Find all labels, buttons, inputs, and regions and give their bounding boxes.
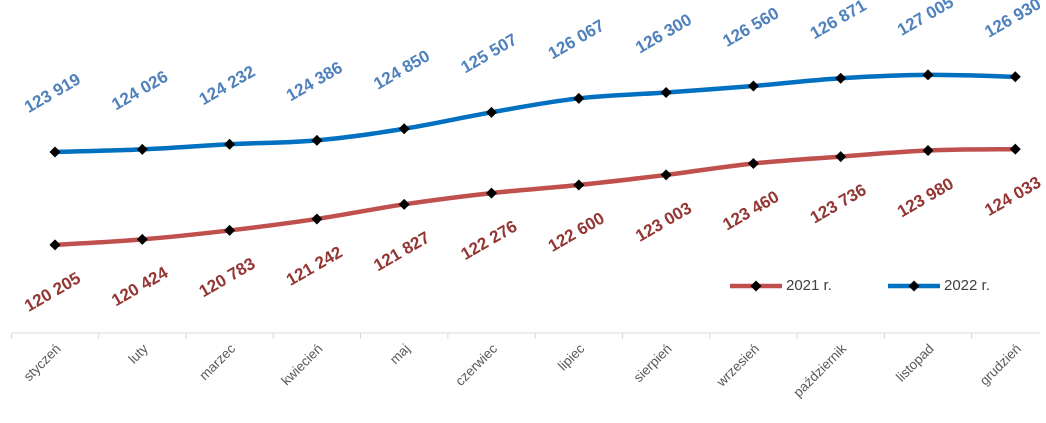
x-tick-label: wrzesień bbox=[713, 341, 762, 390]
data-label: 124 850 bbox=[370, 46, 433, 93]
data-label: 124 033 bbox=[981, 173, 1044, 220]
x-tick-label: kwiecień bbox=[278, 341, 325, 388]
data-label: 123 980 bbox=[894, 174, 957, 221]
data-labels: 120 205 120 424 120 783 121 242 121 827 122 2… bbox=[21, 0, 1044, 316]
data-point-marker bbox=[224, 138, 236, 150]
x-tick-label: maj bbox=[387, 341, 413, 367]
x-tick-label: sierpień bbox=[631, 341, 675, 385]
data-label: 126 871 bbox=[807, 0, 870, 43]
series-line bbox=[52, 72, 1018, 155]
x-axis: styczeń luty marzec kwiecień maj czerwiec lipi… bbox=[10, 332, 1040, 400]
data-point-marker bbox=[486, 187, 497, 199]
data-label: 127 005 bbox=[894, 0, 957, 40]
data-point-marker bbox=[136, 143, 148, 155]
x-tick-label: czerwiec bbox=[452, 341, 500, 389]
series-2021 bbox=[49, 143, 1021, 251]
data-point-marker bbox=[1009, 143, 1021, 155]
data-point-marker bbox=[922, 145, 934, 156]
legend: 2021 r. 2022 r. bbox=[730, 277, 990, 294]
data-label: 122 600 bbox=[545, 209, 608, 256]
legend-item: 2022 r. bbox=[888, 277, 990, 294]
data-point-marker bbox=[311, 213, 323, 225]
data-point-marker bbox=[747, 80, 759, 92]
x-tick-label: styczeń bbox=[21, 341, 64, 384]
data-point-marker bbox=[224, 224, 236, 236]
data-label: 121 242 bbox=[283, 242, 346, 289]
x-tick-label: marzec bbox=[196, 341, 238, 383]
data-label: 126 930 bbox=[981, 0, 1044, 41]
data-point-marker bbox=[398, 123, 410, 135]
data-label: 126 067 bbox=[545, 16, 608, 63]
data-label: 121 827 bbox=[370, 228, 433, 275]
data-label: 120 205 bbox=[21, 268, 84, 315]
data-point-marker bbox=[835, 151, 847, 163]
legend-label: 2022 r. bbox=[944, 277, 990, 294]
data-label: 123 736 bbox=[807, 180, 870, 227]
legend-marker bbox=[750, 280, 762, 292]
data-label: 123 460 bbox=[720, 187, 783, 234]
data-point-marker bbox=[49, 146, 61, 158]
data-label: 126 560 bbox=[720, 4, 783, 51]
data-label: 124 386 bbox=[283, 58, 346, 105]
data-label: 122 276 bbox=[458, 217, 521, 264]
series-layer bbox=[49, 69, 1021, 251]
data-point-marker bbox=[398, 198, 410, 210]
x-tick-label: luty bbox=[125, 341, 151, 367]
x-tick-label: lipiec bbox=[555, 341, 588, 374]
data-label: 126 300 bbox=[632, 10, 695, 57]
x-tick-label: listopad bbox=[893, 341, 937, 385]
data-label: 123 919 bbox=[21, 70, 84, 117]
data-point-marker bbox=[747, 158, 759, 169]
data-point-marker bbox=[573, 92, 585, 104]
data-label: 120 783 bbox=[196, 254, 259, 301]
data-point-marker bbox=[1009, 71, 1021, 83]
series-2022 bbox=[49, 69, 1021, 158]
x-tick-label: grudzień bbox=[977, 341, 1024, 388]
data-point-marker bbox=[835, 72, 847, 84]
data-point-marker bbox=[660, 169, 672, 181]
data-label: 124 232 bbox=[196, 62, 259, 109]
data-point-marker bbox=[311, 134, 323, 146]
data-point-marker bbox=[922, 69, 934, 81]
legend-label: 2021 r. bbox=[786, 277, 832, 294]
data-label: 124 026 bbox=[108, 67, 171, 114]
data-point-marker bbox=[660, 87, 672, 98]
legend-item: 2021 r. bbox=[730, 277, 832, 294]
data-point-marker bbox=[573, 179, 585, 191]
data-label: 125 507 bbox=[458, 30, 521, 77]
data-label: 123 003 bbox=[632, 198, 695, 245]
data-point-marker bbox=[136, 233, 148, 245]
series-line bbox=[52, 146, 1018, 248]
data-point-marker bbox=[486, 106, 497, 118]
x-tick-label: październik bbox=[790, 341, 849, 400]
data-label: 120 424 bbox=[108, 263, 171, 310]
data-point-marker bbox=[49, 239, 61, 251]
legend-marker bbox=[908, 280, 920, 292]
